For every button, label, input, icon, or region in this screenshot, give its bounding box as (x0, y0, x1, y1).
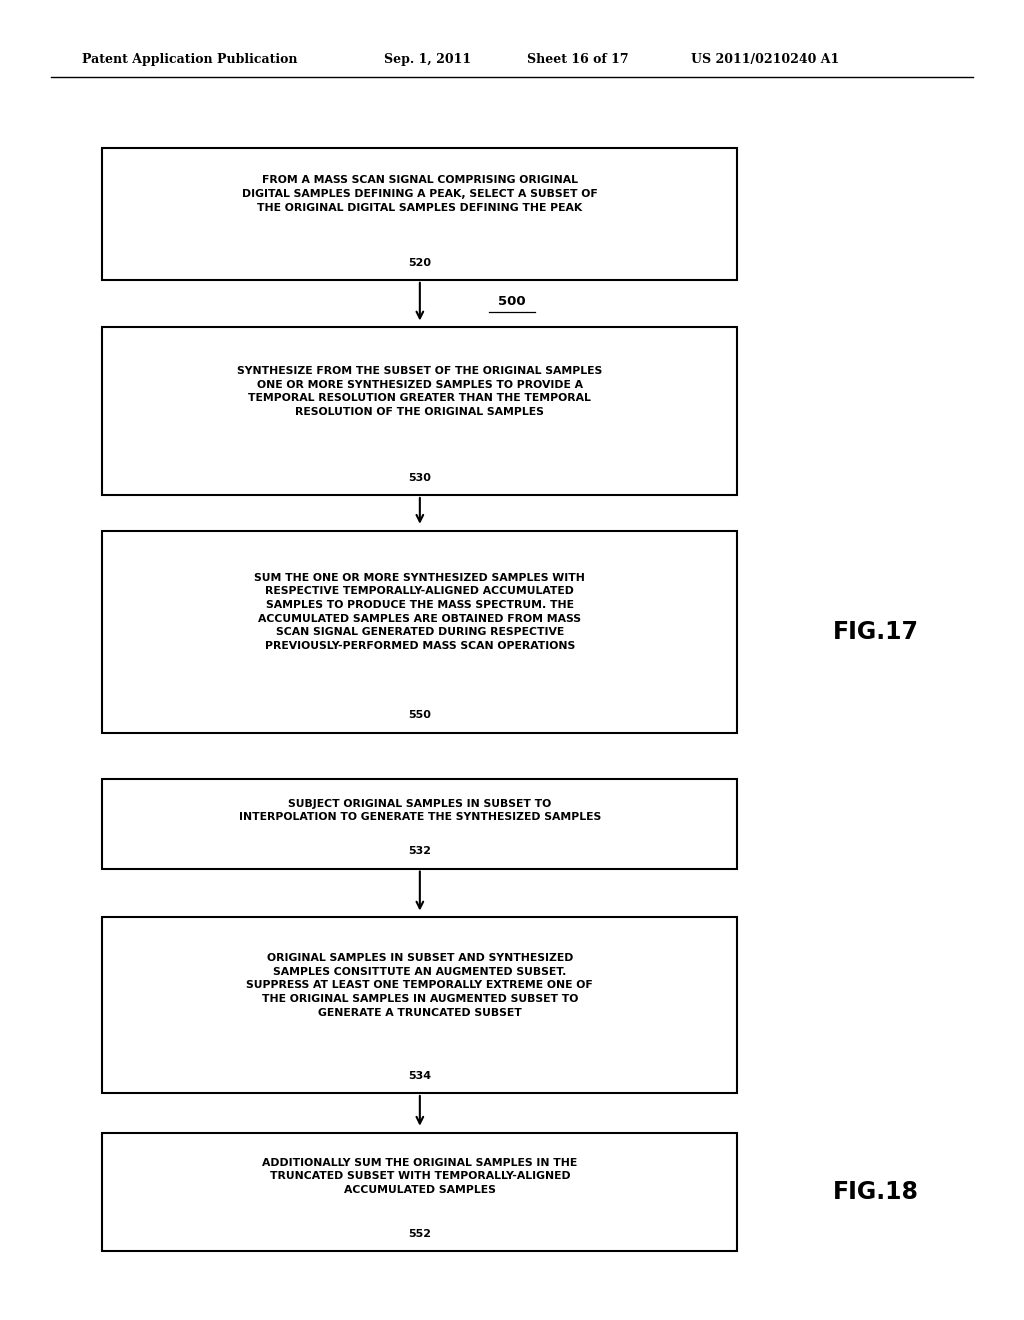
Text: 500: 500 (499, 296, 525, 308)
Text: Patent Application Publication: Patent Application Publication (82, 53, 297, 66)
FancyBboxPatch shape (102, 779, 737, 869)
Text: 550: 550 (409, 710, 431, 721)
Text: 520: 520 (409, 257, 431, 268)
Text: ADDITIONALLY SUM THE ORIGINAL SAMPLES IN THE
TRUNCATED SUBSET WITH TEMPORALLY-AL: ADDITIONALLY SUM THE ORIGINAL SAMPLES IN… (262, 1158, 578, 1195)
Text: FROM A MASS SCAN SIGNAL COMPRISING ORIGINAL
DIGITAL SAMPLES DEFINING A PEAK, SEL: FROM A MASS SCAN SIGNAL COMPRISING ORIGI… (242, 176, 598, 213)
Text: 532: 532 (409, 846, 431, 857)
Text: SUBJECT ORIGINAL SAMPLES IN SUBSET TO
INTERPOLATION TO GENERATE THE SYNTHESIZED : SUBJECT ORIGINAL SAMPLES IN SUBSET TO IN… (239, 799, 601, 822)
FancyBboxPatch shape (102, 531, 737, 733)
Text: 534: 534 (409, 1071, 431, 1081)
Text: FIG.18: FIG.18 (833, 1180, 919, 1204)
Text: 530: 530 (409, 473, 431, 483)
Text: 552: 552 (409, 1229, 431, 1239)
Text: FIG.17: FIG.17 (833, 619, 919, 644)
FancyBboxPatch shape (102, 148, 737, 280)
FancyBboxPatch shape (102, 327, 737, 495)
Text: SUM THE ONE OR MORE SYNTHESIZED SAMPLES WITH
RESPECTIVE TEMPORALLY-ALIGNED ACCUM: SUM THE ONE OR MORE SYNTHESIZED SAMPLES … (254, 573, 586, 651)
Text: ORIGINAL SAMPLES IN SUBSET AND SYNTHESIZED
SAMPLES CONSITTUTE AN AUGMENTED SUBSE: ORIGINAL SAMPLES IN SUBSET AND SYNTHESIZ… (247, 953, 593, 1018)
Text: SYNTHESIZE FROM THE SUBSET OF THE ORIGINAL SAMPLES
ONE OR MORE SYNTHESIZED SAMPL: SYNTHESIZE FROM THE SUBSET OF THE ORIGIN… (238, 366, 602, 417)
Text: Sheet 16 of 17: Sheet 16 of 17 (527, 53, 629, 66)
FancyBboxPatch shape (102, 917, 737, 1093)
Text: Sep. 1, 2011: Sep. 1, 2011 (384, 53, 471, 66)
Text: US 2011/0210240 A1: US 2011/0210240 A1 (691, 53, 840, 66)
FancyBboxPatch shape (102, 1133, 737, 1251)
